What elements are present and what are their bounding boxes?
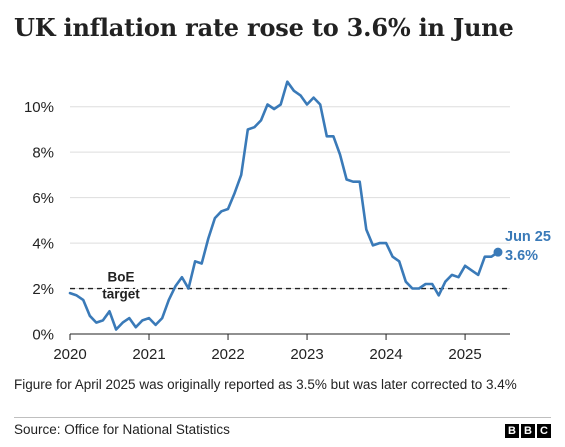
x-tick-label: 2021	[132, 346, 165, 363]
x-tick-label: 2022	[211, 346, 244, 363]
y-tick-label: 8%	[32, 145, 54, 162]
gridlines	[70, 106, 510, 290]
x-tick-label: 2023	[290, 346, 323, 363]
series-group	[68, 80, 500, 331]
bbc-logo-block: C	[537, 424, 551, 438]
chart-footnote: Figure for April 2025 was originally rep…	[14, 377, 517, 392]
y-tick-label: 0%	[32, 327, 54, 344]
bbc-logo: B B C	[505, 424, 551, 438]
x-tick-label: 2025	[448, 346, 481, 363]
bbc-logo-block: B	[521, 424, 535, 438]
latest-value-label: Jun 25	[505, 229, 551, 245]
inflation-line-chart: BoE target 0% 2% 4% 6% 8% 10% 2020 2021 2022 2023 2…	[24, 80, 551, 363]
y-tick-label: 10%	[24, 99, 54, 116]
boe-target-label: BoE	[108, 270, 135, 285]
boe-target-group: BoE target	[70, 268, 510, 304]
bbc-logo-block: B	[505, 424, 519, 438]
annotation-group: Jun 25 3.6%	[493, 229, 551, 264]
boe-target-label: target	[102, 287, 140, 302]
source-note: Source: Office for National Statistics	[14, 422, 230, 437]
footer-divider	[14, 417, 551, 418]
x-tick-label: 2024	[369, 346, 402, 363]
y-tick-label: 6%	[32, 190, 54, 207]
y-tick-label: 2%	[32, 281, 54, 298]
inflation-series-line	[68, 80, 500, 331]
chart-title: UK inflation rate rose to 3.6% in June	[14, 13, 514, 42]
latest-point-marker	[493, 247, 503, 257]
axes: 0% 2% 4% 6% 8% 10% 2020 2021 2022 2023 2024 2025	[24, 99, 510, 363]
y-tick-label: 4%	[32, 236, 54, 253]
x-tick-label: 2020	[53, 346, 86, 363]
latest-value-label: 3.6%	[505, 248, 538, 264]
